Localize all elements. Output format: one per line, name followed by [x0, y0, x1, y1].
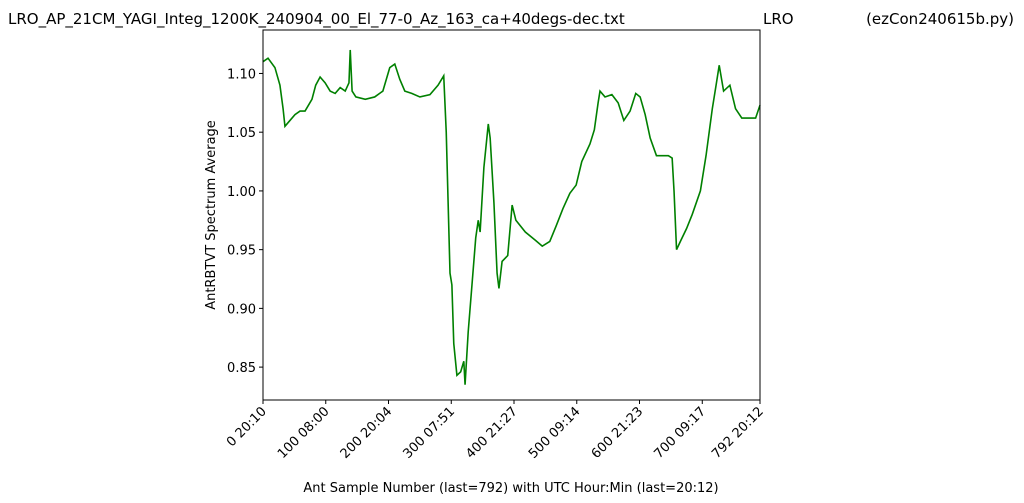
y-tick-label: 0.90: [227, 302, 256, 317]
x-tick-label: 400 21:27: [463, 404, 521, 462]
x-tick-label: 300 07:51: [401, 404, 459, 462]
x-tick-label: 0 20:10: [224, 404, 270, 450]
chart-title: LRO_AP_21CM_YAGI_Integ_1200K_240904_00_E…: [8, 10, 625, 29]
y-tick-label: 1.00: [227, 185, 256, 200]
x-tick-label: 100 08:00: [275, 404, 333, 462]
chart-title-center: LRO: [763, 10, 794, 28]
x-tick-label: 700 09:17: [652, 404, 710, 462]
y-tick-label: 0.95: [227, 244, 256, 259]
y-tick-label: 1.05: [227, 126, 256, 141]
x-tick-label: 792 20:12: [709, 404, 767, 462]
y-tick-label: 0.85: [227, 361, 256, 376]
chart-title-right: (ezCon240615b.py): [866, 10, 1014, 28]
x-tick-label: 600 21:23: [589, 404, 647, 462]
x-tick-label: 500 09:14: [526, 404, 584, 462]
x-axis-label: Ant Sample Number (last=792) with UTC Ho…: [303, 481, 718, 496]
plot-frame: [262, 29, 761, 401]
data-line: [262, 49, 761, 385]
x-tick-label: 200 20:04: [338, 404, 396, 462]
y-axis-label: AntRBTVT Spectrum Average: [204, 120, 219, 310]
y-tick-label: 1.10: [227, 67, 256, 82]
